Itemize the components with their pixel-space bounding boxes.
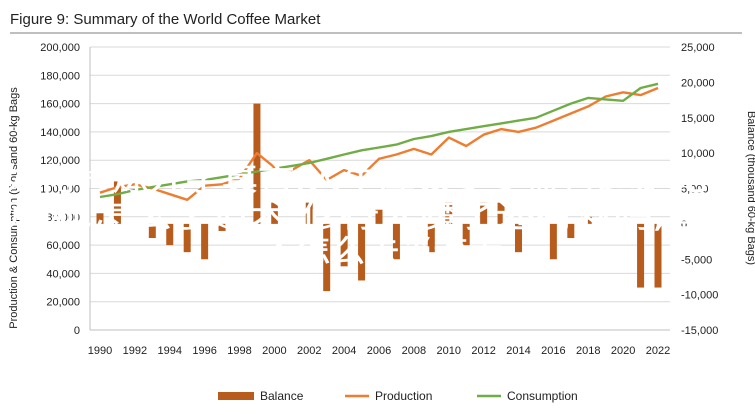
balance-bar <box>305 202 313 224</box>
y-left-tick-label: 200,000 <box>40 42 80 54</box>
y-left-tick-label: 140,000 <box>40 127 80 139</box>
y-left-tick-label: 80,000 <box>46 212 80 224</box>
x-tick-label: 2020 <box>611 345 635 357</box>
y-right-tick-label: 25,000 <box>681 42 715 54</box>
balance-bar <box>637 223 645 288</box>
balance-bar <box>113 181 121 224</box>
balance-bar <box>270 202 278 224</box>
y-right-tick-label: 5,000 <box>681 184 709 196</box>
overlay-text-line: 如何修炼九字真言,人生应该多多益善还是无欲 <box>3 162 743 198</box>
balance-bar <box>375 209 383 224</box>
balance-bar <box>183 223 191 253</box>
balance-bar <box>96 213 104 224</box>
legend-label-consumption: Consumption <box>507 389 578 403</box>
y-right-axis-title: Balance (thousand 60-kg Bags) <box>745 111 755 265</box>
x-tick-label: 2016 <box>541 345 565 357</box>
y-left-tick-label: 0 <box>74 325 80 337</box>
legend-label-production: Production <box>375 389 432 403</box>
production-line <box>99 86 659 202</box>
balance-bar <box>445 202 453 224</box>
balance-bar <box>480 202 488 224</box>
balance-bars <box>96 103 662 292</box>
balance-bar <box>427 223 435 253</box>
balance-bar <box>584 216 592 224</box>
balance-bar <box>654 223 662 288</box>
y-right-axis: -15,000 -10,000 -5,000 0 5,000 10,000 15,000 20… <box>681 42 718 337</box>
balance-bar <box>358 223 366 281</box>
balance-bar <box>549 223 557 260</box>
y-left-tick-label: 100,000 <box>40 184 80 196</box>
x-tick-label: 2008 <box>402 345 426 357</box>
balance-bar <box>323 223 331 292</box>
y-left-tick-label: 120,000 <box>40 155 80 167</box>
chart-title: Figure 9: Summary of the World Coffee Ma… <box>10 11 321 28</box>
y-right-tick-label: 0 <box>681 219 687 231</box>
x-tick-label: 2002 <box>297 345 321 357</box>
balance-bar <box>497 202 505 224</box>
legend: Balance Production Consumption <box>218 389 578 403</box>
y-left-tick-label: 20,000 <box>46 297 80 309</box>
x-tick-label: 2004 <box>332 345 356 357</box>
x-tick-label: 1998 <box>227 345 251 357</box>
balance-bar <box>340 223 348 267</box>
y-left-tick-label: 180,000 <box>40 70 80 82</box>
x-tick-label: 2006 <box>367 345 391 357</box>
y-right-tick-label: 10,000 <box>681 148 715 160</box>
legend-label-balance: Balance <box>260 389 304 403</box>
y-left-tick-label: 60,000 <box>46 240 80 252</box>
x-tick-label: 2018 <box>576 345 600 357</box>
balance-bar <box>201 223 209 260</box>
x-tick-label: 1990 <box>88 345 112 357</box>
y-right-tick-label: -5,000 <box>681 254 712 266</box>
x-tick-label: 2000 <box>262 345 286 357</box>
y-left-axis-title: Production & Consumption (thousand 60-kg… <box>8 87 20 329</box>
y-right-tick-label: -15,000 <box>681 325 718 337</box>
overlay-text-line: 人怎么去当道士 <box>262 234 502 270</box>
y-left-tick-label: 40,000 <box>46 268 80 280</box>
x-tick-label: 1994 <box>158 345 182 357</box>
overlay-text-line: 则刚,怎么学道术,修行入魔了还有救吗,普通 <box>3 199 743 235</box>
consumption-line <box>99 82 659 199</box>
y-left-tick-label: 160,000 <box>40 99 80 111</box>
balance-bar <box>253 103 261 224</box>
x-tick-label: 2010 <box>437 345 461 357</box>
balance-bar <box>166 223 174 246</box>
x-tick-label: 2012 <box>471 345 495 357</box>
x-tick-label: 1992 <box>123 345 147 357</box>
balance-bar <box>462 223 470 246</box>
overlay-text: 如何修炼九字真言,人生应该多多益善还是无欲则刚,怎么学道术,修行入魔了还有救吗,… <box>3 162 744 271</box>
x-tick-label: 2014 <box>506 345 530 357</box>
legend-swatch-balance <box>218 392 254 400</box>
x-axis: 1990 1992 1994 1996 1998 2000 2002 2004 2006 2008… <box>88 329 670 357</box>
balance-bar <box>148 223 156 239</box>
y-right-tick-label: 15,000 <box>681 113 715 125</box>
balance-bar <box>515 223 522 253</box>
series-lines <box>99 82 659 202</box>
y-left-axis: 0 20,000 40,000 60,000 80,000 100,000 120,000 1… <box>40 42 91 337</box>
balance-bar <box>392 223 400 260</box>
balance-bar <box>218 223 226 231</box>
x-tick-label: 1996 <box>192 345 216 357</box>
balance-bar <box>567 223 575 239</box>
y-right-tick-label: 20,000 <box>681 77 715 89</box>
y-right-tick-label: -10,000 <box>681 290 718 302</box>
x-tick-label: 2022 <box>646 345 670 357</box>
